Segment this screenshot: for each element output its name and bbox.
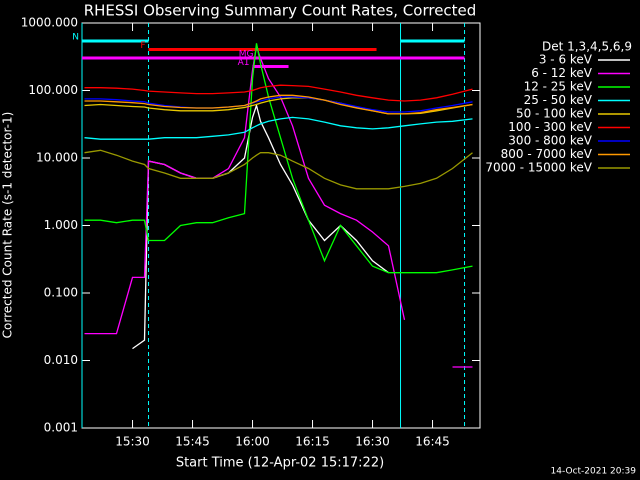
legend-label: 100 - 300 keV xyxy=(508,120,592,134)
x-tick-label: 15:30 xyxy=(115,435,150,449)
x-tick-label: 16:45 xyxy=(415,435,450,449)
legend-label: 12 - 25 keV xyxy=(524,80,593,94)
y-tick-label: 1.000 xyxy=(44,218,78,232)
flag-label: MG xyxy=(239,50,254,60)
y-tick-label: 10.000 xyxy=(36,151,78,165)
flag-label: F xyxy=(140,41,145,51)
flag-label: N xyxy=(72,33,79,43)
legend-label: 50 - 100 keV xyxy=(516,107,593,121)
legend-label: 25 - 50 keV xyxy=(524,93,593,107)
series-line xyxy=(84,116,473,140)
y-tick-label: 1000.000 xyxy=(21,16,78,30)
y-axis-label: Corrected Count Rate (s-1 detector-1) xyxy=(1,112,15,339)
flag-label: A1 xyxy=(238,58,250,68)
legend-label: 6 - 12 keV xyxy=(531,66,593,80)
legend-label: 7000 - 15000 keV xyxy=(485,161,592,175)
series-line xyxy=(84,149,473,190)
legend-label: 800 - 7000 keV xyxy=(501,147,593,161)
legend-title: Det 1,3,4,5,6,9 xyxy=(542,40,632,54)
chart-title: RHESSI Observing Summary Count Rates, Co… xyxy=(84,2,477,20)
y-tick-label: 0.001 xyxy=(44,421,78,435)
x-axis-label: Start Time (12-Apr-02 15:17:22) xyxy=(176,456,384,471)
series-line xyxy=(84,96,473,113)
legend-label: 3 - 6 keV xyxy=(539,53,593,67)
y-tick-label: 0.100 xyxy=(44,286,78,300)
series-line xyxy=(84,46,473,368)
series-line xyxy=(84,43,473,274)
series-line xyxy=(84,84,473,102)
plot-frame xyxy=(81,22,481,429)
y-tick-label: 100.000 xyxy=(28,83,78,97)
x-tick-label: 15:45 xyxy=(175,435,210,449)
footer: 14-Oct-2021 20:39 xyxy=(551,467,637,477)
series-line xyxy=(84,94,473,115)
series-line xyxy=(132,103,389,350)
y-tick-label: 0.010 xyxy=(44,353,78,367)
x-tick-label: 16:00 xyxy=(235,435,270,449)
x-tick-label: 16:30 xyxy=(355,435,390,449)
x-tick-label: 16:15 xyxy=(295,435,330,449)
legend-label: 300 - 800 keV xyxy=(508,134,592,148)
